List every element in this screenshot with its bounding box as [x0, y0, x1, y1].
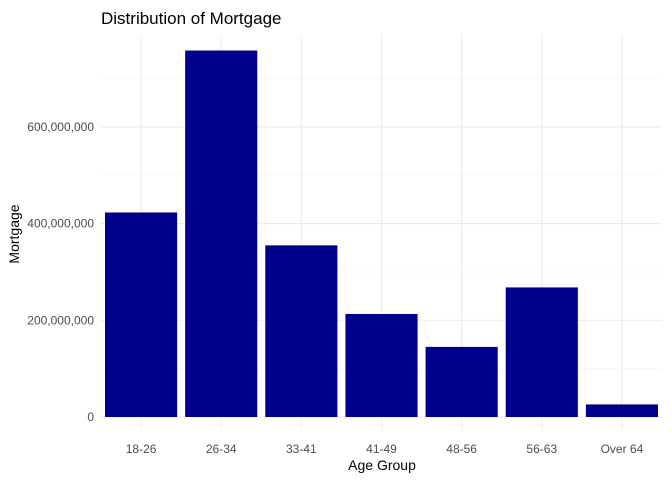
y-tick-label: 600,000,000 — [27, 120, 94, 134]
bar-41-49 — [345, 314, 418, 417]
x-axis-ticks: 18-26 26-34 33-41 41-49 48-56 56-63 Over 64 — [126, 442, 644, 456]
x-tick-label: 33-41 — [286, 442, 317, 456]
x-tick-label: 48-56 — [446, 442, 477, 456]
y-tick-label: 400,000,000 — [27, 217, 94, 231]
chart-title: Distribution of Mortgage — [101, 9, 281, 28]
bar-48-56 — [425, 346, 498, 417]
y-axis-ticks: 0 200,000,000 400,000,000 600,000,000 — [27, 120, 94, 424]
x-tick-label: 56-63 — [526, 442, 557, 456]
x-tick-label: Over 64 — [601, 442, 644, 456]
bar-18-26 — [105, 212, 178, 417]
bar-56-63 — [505, 287, 578, 417]
bar-33-41 — [265, 245, 338, 417]
y-tick-label: 0 — [87, 410, 94, 424]
y-axis-title: Mortgage — [6, 204, 22, 263]
x-tick-label: 41-49 — [366, 442, 397, 456]
bar-over-64 — [585, 404, 658, 417]
y-tick-label: 200,000,000 — [27, 313, 94, 327]
bars — [105, 50, 658, 417]
x-tick-label: 26-34 — [206, 442, 237, 456]
x-axis-title: Age Group — [348, 457, 416, 473]
bar-26-34 — [185, 50, 258, 417]
x-tick-label: 18-26 — [126, 442, 157, 456]
